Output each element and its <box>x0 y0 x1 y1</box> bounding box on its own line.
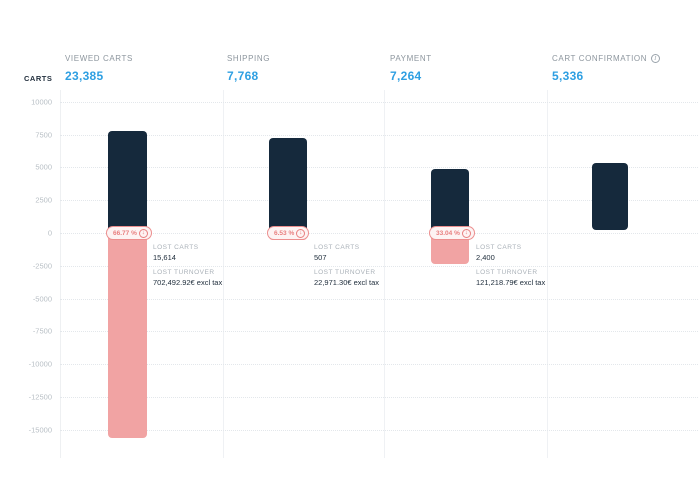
gridline--10000 <box>60 364 698 366</box>
bar-negative[interactable] <box>108 233 147 438</box>
loss-arrow-down-icon: ↓ <box>138 228 148 238</box>
lost-turnover-value: 702,492.92€ excl tax <box>153 278 223 287</box>
section-separator <box>547 90 548 458</box>
lost-carts-value: 2,400 <box>476 253 495 262</box>
gridline-10000 <box>60 101 698 103</box>
y-tick-label: 10000 <box>31 97 52 107</box>
gridline-5000 <box>60 167 698 169</box>
plot-left-border <box>60 90 61 458</box>
column-title-text: CART CONFIRMATION <box>552 54 648 63</box>
y-tick-label: 7500 <box>35 130 52 140</box>
column-header-1: SHIPPING 7,768 <box>227 54 270 83</box>
lost-turnover-label: LOST TURNOVER <box>153 269 215 276</box>
column-header-2: PAYMENT 7,264 <box>390 54 432 83</box>
loss-details-block: LOST CARTS 507 LOST TURNOVER 22,971.30€ exc… <box>314 244 454 287</box>
column-title: PAYMENT <box>390 54 432 63</box>
column-title: VIEWED CARTS <box>65 54 133 63</box>
gridline--15000 <box>60 429 698 431</box>
y-axis-label: CARTS <box>24 74 53 83</box>
bar-positive[interactable] <box>269 137 307 233</box>
loss-percentage-text: 6.53 % <box>274 229 295 237</box>
gridline-2500 <box>60 200 698 202</box>
column-header-3: CART CONFIRMATION i 5,336 <box>552 54 661 83</box>
y-tick-label: -10000 <box>28 359 52 369</box>
section-separator <box>223 90 224 458</box>
gridline--5000 <box>60 298 698 300</box>
column-value: 7,768 <box>227 69 259 83</box>
gridline--2500 <box>60 265 698 267</box>
loss-percentage-badge[interactable]: 66.77 % ↓ <box>106 226 152 240</box>
lost-carts-label: LOST CARTS <box>153 244 199 251</box>
column-header-0: VIEWED CARTS 23,385 <box>65 54 133 83</box>
y-tick-label: -12500 <box>28 392 52 402</box>
column-title: SHIPPING <box>227 54 270 63</box>
y-tick-label: -2500 <box>32 261 52 271</box>
loss-percentage-badge[interactable]: 6.53 % ↓ <box>267 226 310 240</box>
y-tick-label: -15000 <box>28 425 52 435</box>
column-title-text: PAYMENT <box>390 54 432 63</box>
gridline-0 <box>60 233 698 234</box>
lost-carts-label: LOST CARTS <box>476 244 522 251</box>
y-tick-label: 5000 <box>35 162 52 172</box>
spacer <box>314 262 454 269</box>
column-value: 23,385 <box>65 69 104 83</box>
loss-percentage-badge[interactable]: 33.04 % ↓ <box>429 226 475 240</box>
spacer <box>153 262 293 269</box>
column-value: 5,336 <box>552 69 584 83</box>
bar-positive[interactable] <box>431 169 469 233</box>
loss-percentage-text: 66.77 % <box>113 229 137 237</box>
y-tick-label: -5000 <box>32 294 52 304</box>
gridline--12500 <box>60 397 698 398</box>
loss-details-block: LOST CARTS 15,614 LOST TURNOVER 702,492.92€… <box>153 244 293 287</box>
bar-positive[interactable] <box>592 162 628 230</box>
y-tick-label: 0 <box>47 228 52 238</box>
lost-carts-value: 15,614 <box>153 253 176 262</box>
column-title-text: VIEWED CARTS <box>65 54 133 63</box>
section-separator <box>384 90 385 458</box>
loss-details-block: LOST CARTS 2,400 LOST TURNOVER 121,218.79€ … <box>476 244 616 287</box>
loss-arrow-down-icon: ↓ <box>461 228 471 238</box>
gridline-7500 <box>60 134 698 136</box>
column-title: CART CONFIRMATION i <box>552 54 661 63</box>
loss-arrow-down-icon: ↓ <box>296 228 306 238</box>
info-icon[interactable]: i <box>651 54 661 63</box>
spacer <box>476 262 616 269</box>
loss-percentage-text: 33.04 % <box>436 229 460 237</box>
bar-positive[interactable] <box>108 131 147 233</box>
lost-turnover-label: LOST TURNOVER <box>314 269 376 276</box>
column-value: 7,264 <box>390 69 422 83</box>
gridline--7500 <box>60 331 698 333</box>
lost-turnover-value: 22,971.30€ excl tax <box>314 278 380 287</box>
y-tick-label: -7500 <box>32 326 52 336</box>
lost-turnover-label: LOST TURNOVER <box>476 269 538 276</box>
y-tick-label: 2500 <box>35 195 52 205</box>
lost-carts-label: LOST CARTS <box>314 244 360 251</box>
column-title-text: SHIPPING <box>227 54 271 63</box>
lost-turnover-value: 121,218.79€ excl tax <box>476 278 546 287</box>
lost-carts-value: 507 <box>314 253 327 262</box>
